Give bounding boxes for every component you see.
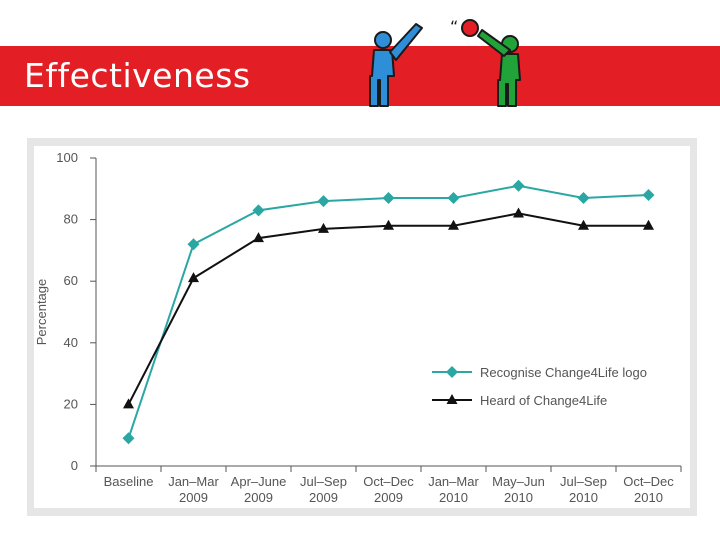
y-tick-label-60: 60 <box>64 273 78 288</box>
series-1-point-5 <box>448 219 459 230</box>
slide-title: Effectiveness <box>24 56 251 95</box>
blue-figure-icon <box>369 23 423 107</box>
series-1-point-1 <box>188 272 199 283</box>
series-0-point-7 <box>577 192 590 205</box>
x-tick-label-8-0: Oct–Dec <box>623 474 674 489</box>
x-tick-label-5-1: 2010 <box>439 490 468 505</box>
y-tick-label-40: 40 <box>64 335 78 350</box>
y-axis-label: Percentage <box>34 279 49 346</box>
x-tick-label-0-0: Baseline <box>104 474 154 489</box>
y-tick-label-100: 100 <box>56 150 78 165</box>
series-1-point-0 <box>123 398 134 409</box>
x-tick-label-3-1: 2009 <box>309 490 338 505</box>
series-0-point-6 <box>512 179 525 192</box>
series-0-point-8 <box>642 188 655 201</box>
legend-label-0: Recognise Change4Life logo <box>480 365 647 380</box>
y-tick-label-80: 80 <box>64 212 78 227</box>
series-0-point-0 <box>122 432 135 445</box>
y-tick-label-20: 20 <box>64 396 78 411</box>
series-1-point-2 <box>253 232 264 243</box>
series-0-point-4 <box>382 192 395 205</box>
y-tick-label-0: 0 <box>71 458 78 473</box>
x-tick-label-4-0: Oct–Dec <box>363 474 414 489</box>
series-0-point-1 <box>187 238 200 251</box>
series-1-point-7 <box>578 219 589 230</box>
x-tick-label-5-0: Jan–Mar <box>428 474 479 489</box>
x-tick-label-6-1: 2010 <box>504 490 533 505</box>
ball-icon <box>461 19 479 37</box>
change4life-figures-illustration: “ <box>369 17 521 107</box>
x-tick-label-6-0: May–Jun <box>492 474 545 489</box>
series-1-point-4 <box>383 219 394 230</box>
green-figure-icon <box>477 29 521 107</box>
x-tick-label-7-1: 2010 <box>569 490 598 505</box>
series-0-point-2 <box>252 204 265 217</box>
x-tick-label-2-1: 2009 <box>244 490 273 505</box>
x-tick-label-7-0: Jul–Sep <box>560 474 607 489</box>
series-1-point-6 <box>513 207 524 218</box>
series-0-point-5 <box>447 192 460 205</box>
series-1-point-3 <box>318 222 329 233</box>
legend-marker-0 <box>446 366 458 378</box>
series-1-point-8 <box>643 219 654 230</box>
x-tick-label-2-0: Apr–June <box>231 474 287 489</box>
legend-marker-1 <box>446 394 458 404</box>
chart-panel: 0 20 40 60 80 100 Percentage Baseline Jan–Mar 200… <box>34 146 690 508</box>
x-tick-label-3-0: Jul–Sep <box>300 474 347 489</box>
title-bar <box>0 46 720 106</box>
series-0-point-3 <box>317 195 330 208</box>
x-tick-label-1-1: 2009 <box>179 490 208 505</box>
x-tick-label-4-1: 2009 <box>374 490 403 505</box>
x-tick-label-8-1: 2010 <box>634 490 663 505</box>
legend-label-1: Heard of Change4Life <box>480 393 607 408</box>
motion-mark: “ <box>450 17 458 36</box>
x-tick-label-1-0: Jan–Mar <box>168 474 219 489</box>
